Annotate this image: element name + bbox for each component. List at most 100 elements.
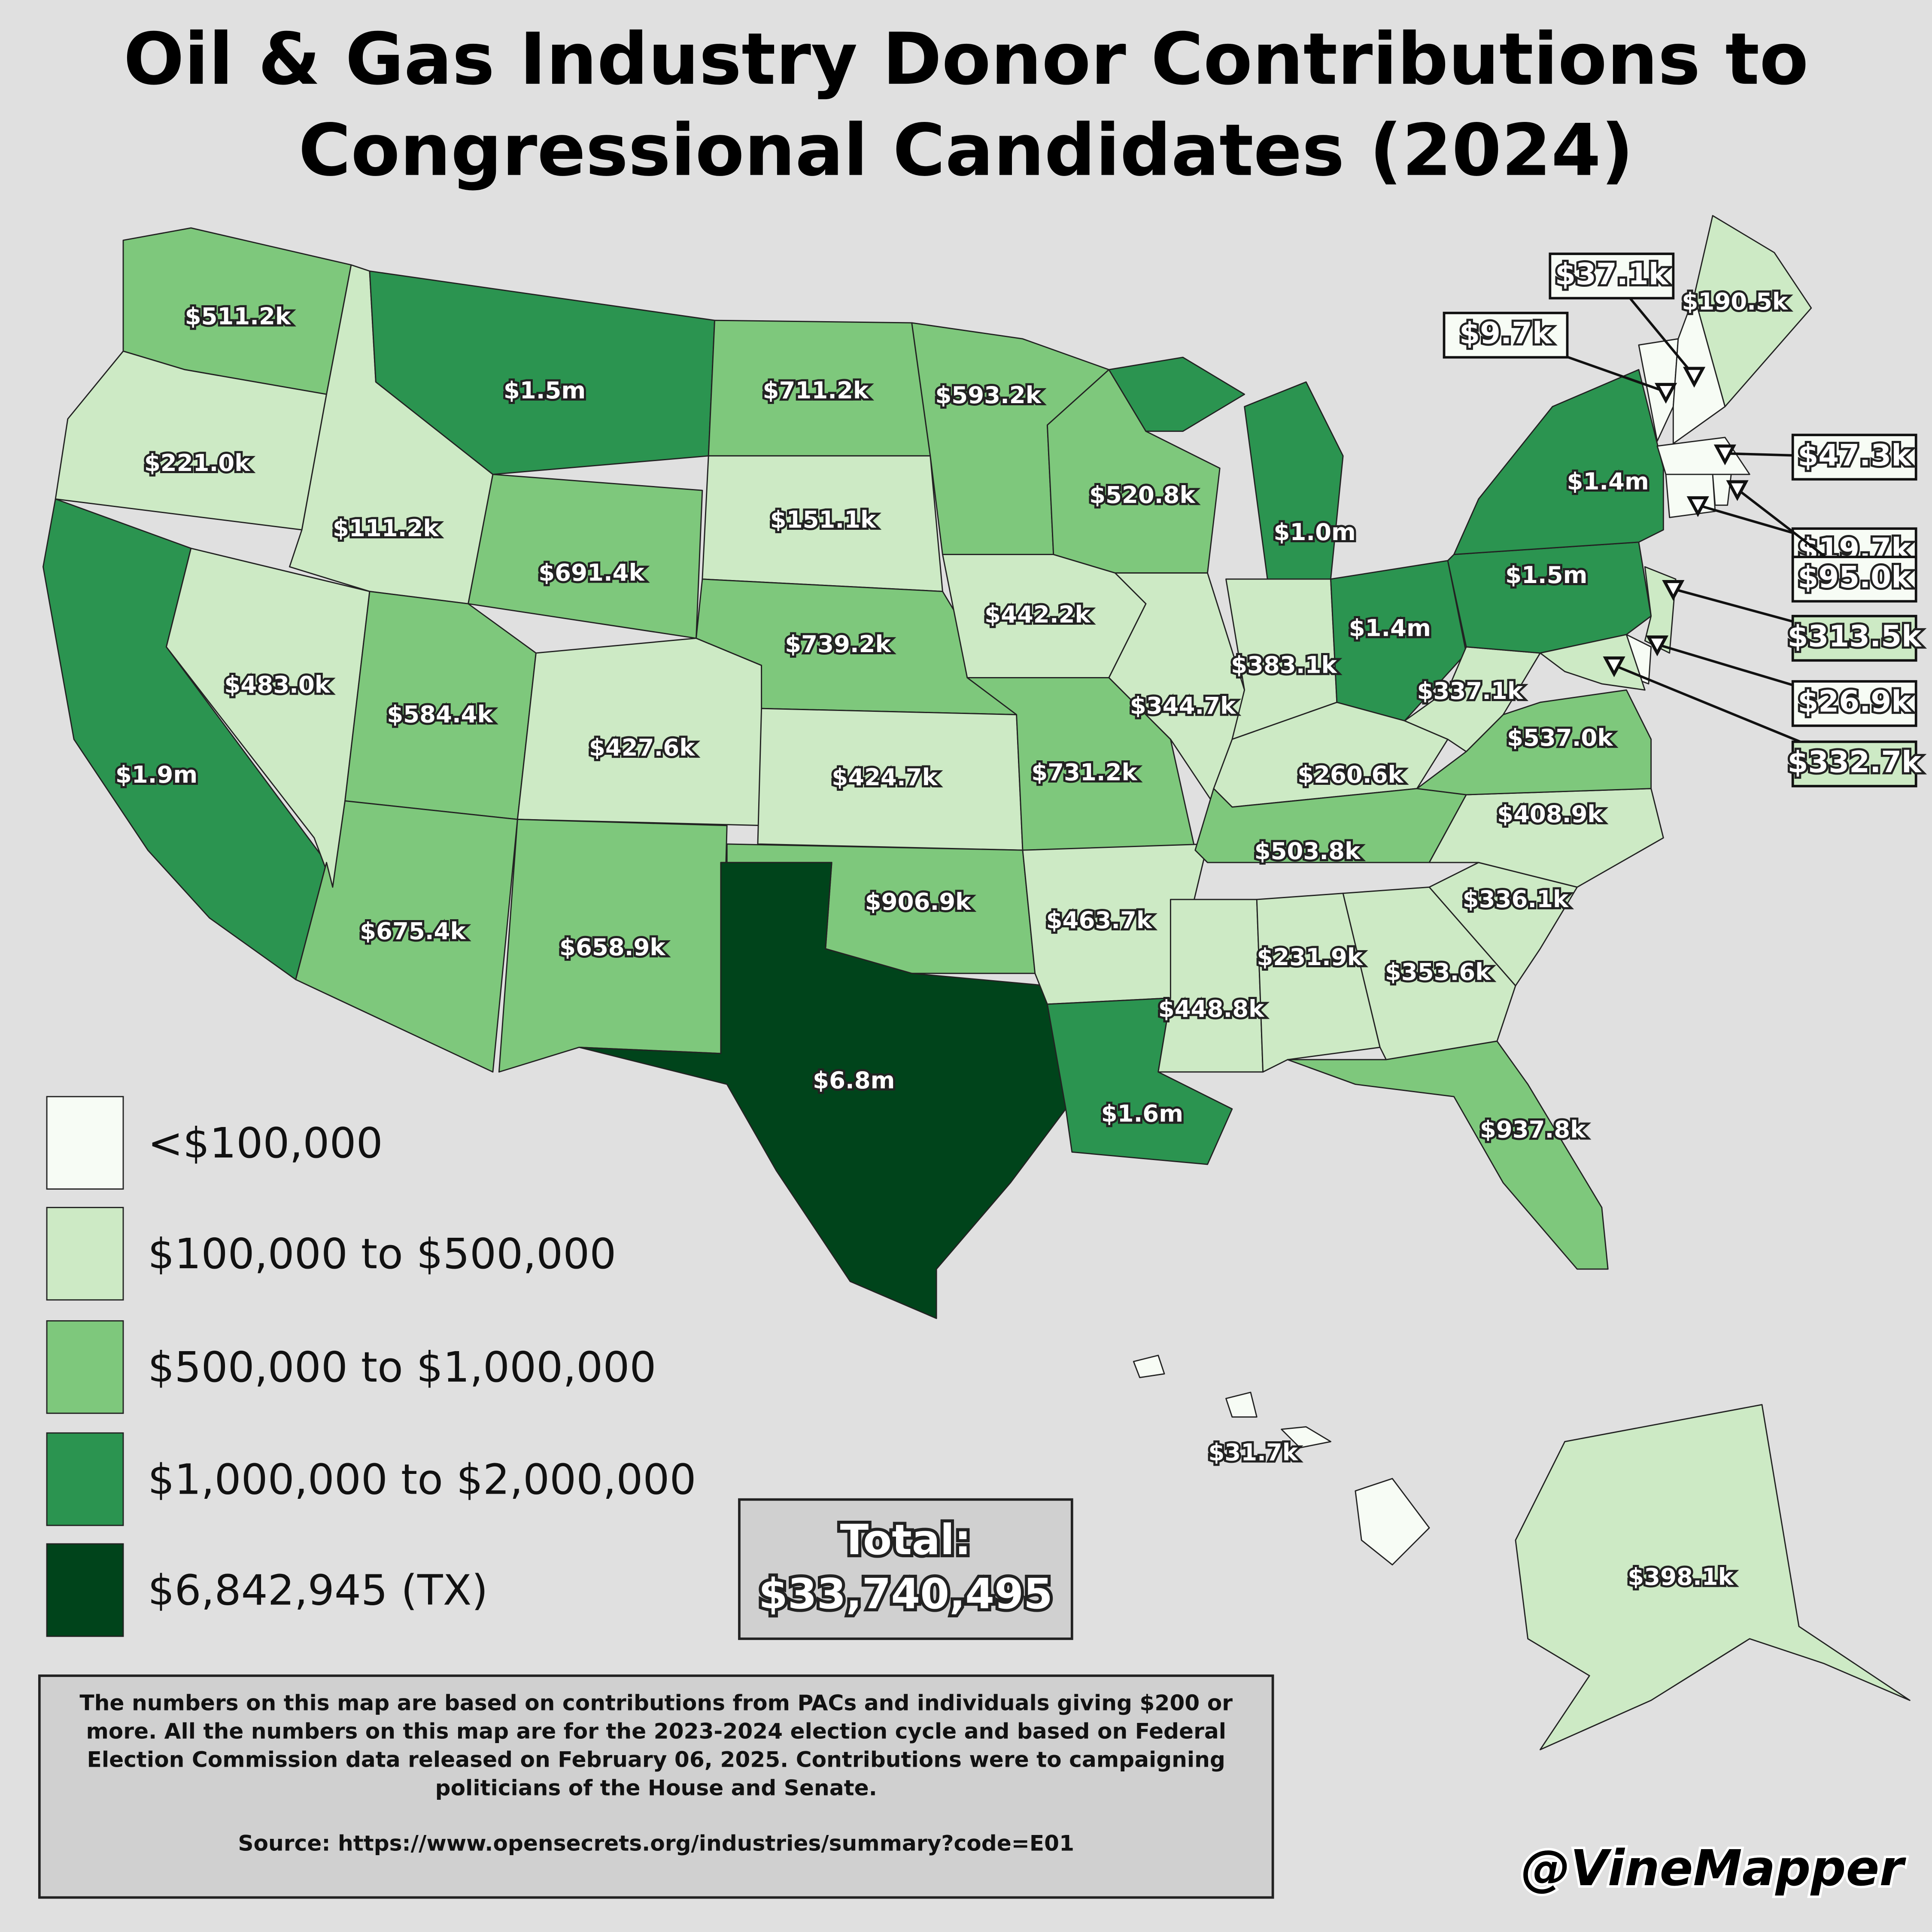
legend-swatch	[46, 1096, 124, 1190]
state-label: $442.2k	[984, 601, 1091, 628]
state-shape	[1665, 474, 1716, 518]
note-content: The numbers on this map are based on con…	[49, 1691, 1263, 1860]
state-label: $584.4k	[387, 701, 493, 728]
state-label: $408.9k	[1497, 800, 1604, 828]
state-label: $511.2k	[185, 303, 292, 330]
state-label: $190.5k	[1682, 288, 1789, 315]
state-label: $739.2k	[785, 630, 891, 658]
state-label: $691.4k	[538, 559, 645, 586]
state-shape	[1712, 474, 1732, 506]
legend-label: $6,842,945 (TX)	[148, 1566, 488, 1615]
state-label: $344.7k	[1130, 692, 1236, 719]
callout-label: $37.1k	[1555, 257, 1669, 292]
callout-arrow	[1603, 656, 1625, 677]
callout-label: $47.3k	[1798, 438, 1912, 473]
state-label: $424.7k	[832, 763, 938, 791]
note-box	[38, 1674, 1274, 1899]
state-label: $731.2k	[1031, 758, 1138, 786]
state-shape	[1108, 356, 1245, 432]
state-label: $398.1k	[1628, 1563, 1734, 1590]
state-label: $463.7k	[1046, 906, 1153, 934]
state-label: $1.4m	[1349, 614, 1431, 642]
state-labels: $511.2k $221.0k $1.9m $483.0k $111.2k $1.5m $6…	[113, 286, 1791, 1592]
total-box	[738, 1498, 1073, 1640]
callout-label: $313.5k	[1787, 620, 1922, 654]
state-label: $711.2k	[763, 377, 869, 404]
states	[43, 215, 1911, 1750]
state-label: $483.0k	[224, 671, 331, 699]
state-label: $1.4m	[1567, 468, 1649, 495]
callout-label: $26.9k	[1798, 685, 1912, 719]
state-label: $593.2k	[935, 381, 1042, 409]
spacer	[49, 1804, 1263, 1832]
state-label: $1.9m	[115, 761, 197, 788]
state-label: $1.5m	[504, 377, 586, 404]
state-label: $448.8k	[1158, 995, 1265, 1022]
note-area: The numbers on this map are based on con…	[49, 1691, 1263, 1860]
legend-label: $100,000 to $500,000	[148, 1230, 616, 1279]
legend: <$100,000 $100,000 to $500,000 $500,000 to…	[46, 1096, 696, 1637]
legend-swatch	[46, 1207, 124, 1301]
state-label: $260.6k	[1297, 761, 1404, 788]
state-label: $151.1k	[770, 506, 877, 533]
callout-label: $332.7k	[1787, 745, 1922, 779]
state-label: $111.2k	[333, 514, 439, 542]
note: The numbers on this map are based on con…	[79, 1692, 1233, 1802]
legend-label: $500,000 to $1,000,000	[148, 1343, 656, 1392]
callout-arrow	[1655, 383, 1677, 404]
legend-label: <$100,000	[148, 1119, 383, 1168]
total-amount: $33,740,495	[759, 1570, 1053, 1619]
state-shape	[1330, 560, 1467, 722]
state-shape	[1244, 381, 1344, 592]
callout-arrow	[1713, 444, 1736, 465]
callout-box	[1791, 740, 1917, 787]
state-label: $675.4k	[360, 917, 466, 945]
state-shape	[1133, 1355, 1165, 1378]
state-shape	[1108, 572, 1245, 814]
state-label: $427.6k	[589, 734, 696, 761]
state-label: $353.6k	[1385, 958, 1492, 985]
callout-box	[1791, 615, 1917, 662]
state-shape	[578, 862, 1066, 1319]
state-shape	[516, 638, 765, 826]
title-line: Congressional Candidates (2024)	[298, 109, 1634, 192]
title-line: Oil & Gas Industry Donor Contributions t…	[124, 18, 1809, 101]
state-shape	[1355, 1478, 1430, 1566]
state-label: $383.1k	[1231, 651, 1337, 679]
state-shape	[1428, 862, 1578, 987]
state-shape	[1157, 899, 1264, 1073]
state-label: $906.9k	[865, 888, 972, 915]
state-label: $337.1k	[1417, 677, 1523, 705]
state-label: $231.9k	[1257, 943, 1363, 971]
callout-label: $9.7k	[1459, 316, 1553, 351]
callout-arrow	[1683, 367, 1706, 388]
callout-arrow	[1726, 480, 1749, 501]
state-label: $1.5m	[1505, 561, 1587, 589]
callouts: $9.7k$37.1k$47.3k$19.7k$95.0k$313.5k$26.…	[1443, 252, 1924, 787]
state-label: $336.1k	[1463, 885, 1569, 913]
legend-swatch	[46, 1543, 124, 1637]
callout-box	[1791, 434, 1917, 481]
state-label: $1.6m	[1101, 1100, 1183, 1127]
state-label: $221.0k	[144, 449, 251, 477]
state-shape	[1287, 1040, 1609, 1270]
source: Source: https://www.opensecrets.org/indu…	[238, 1832, 1075, 1858]
state-shape	[369, 270, 715, 475]
state-shape	[1539, 634, 1646, 691]
callout-box	[1791, 556, 1917, 603]
state-label: $1.0m	[1274, 518, 1356, 546]
callout-box	[1443, 312, 1569, 359]
state-shape	[1515, 1404, 1911, 1750]
state-label: $503.8k	[1255, 837, 1361, 865]
legend-swatch	[46, 1320, 124, 1414]
state-shape	[1225, 1391, 1258, 1418]
state-shape	[1256, 893, 1381, 1073]
callout-box	[1549, 252, 1675, 300]
credit: @VineMapper	[1521, 1840, 1906, 1897]
state-label: $658.9k	[559, 933, 666, 961]
state-shape	[1281, 1426, 1331, 1449]
callout-arrow	[1646, 635, 1669, 656]
legend-swatch	[46, 1432, 124, 1526]
